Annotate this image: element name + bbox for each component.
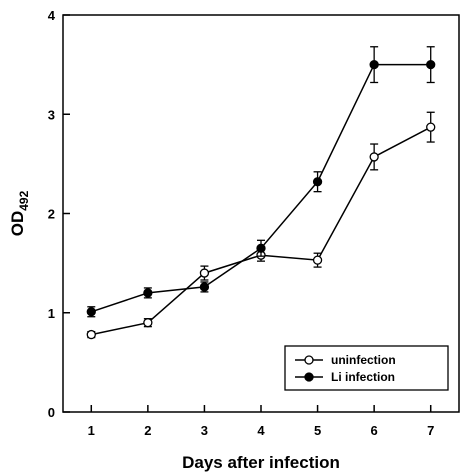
data-point xyxy=(86,329,96,340)
series-line xyxy=(91,126,432,336)
x-tick-label: 3 xyxy=(201,423,208,438)
data-point xyxy=(199,268,210,278)
x-tick-label: 2 xyxy=(144,423,151,438)
legend-marker xyxy=(304,355,314,365)
legend-item: uninfection xyxy=(295,353,396,367)
legend-label: uninfection xyxy=(331,353,396,367)
x-tick-label: 5 xyxy=(314,423,321,438)
x-axis-title: Days after infection xyxy=(182,453,340,472)
data-point xyxy=(86,307,96,317)
series-line xyxy=(91,63,431,313)
axes: 0 1 2 3 4 1 2 3 4 5 6 7 xyxy=(48,8,460,438)
data-point xyxy=(426,122,436,132)
y-tick-label: 2 xyxy=(48,207,55,222)
series-layer xyxy=(86,46,436,340)
data-point xyxy=(426,59,436,70)
x-tick-label: 4 xyxy=(257,423,265,438)
data-point xyxy=(143,318,153,328)
legend: uninfection Li infection xyxy=(284,345,449,391)
y-tick-label: 4 xyxy=(48,8,56,23)
data-point xyxy=(369,152,379,162)
data-point xyxy=(312,177,323,187)
data-point xyxy=(369,59,379,70)
y-axis-title: OD492 xyxy=(8,190,31,236)
data-point xyxy=(199,282,210,292)
y-tick-label: 0 xyxy=(48,405,55,420)
legend-item: Li infection xyxy=(295,370,395,384)
data-point xyxy=(256,243,266,253)
data-point xyxy=(143,288,153,298)
y-tick-label: 1 xyxy=(48,306,55,321)
x-tick-label: 7 xyxy=(427,423,434,438)
y-axis-title-subscript: 492 xyxy=(17,190,31,210)
data-point xyxy=(312,255,323,265)
series-uninfection xyxy=(86,111,436,340)
legend-marker xyxy=(304,372,314,382)
x-tick-label: 6 xyxy=(371,423,378,438)
y-axis-title-main: OD xyxy=(8,211,27,237)
legend-box xyxy=(284,345,449,391)
x-tick-label: 1 xyxy=(88,423,95,438)
legend-label: Li infection xyxy=(331,370,395,384)
y-tick-label: 3 xyxy=(48,107,55,122)
series-li-infection xyxy=(86,46,436,318)
